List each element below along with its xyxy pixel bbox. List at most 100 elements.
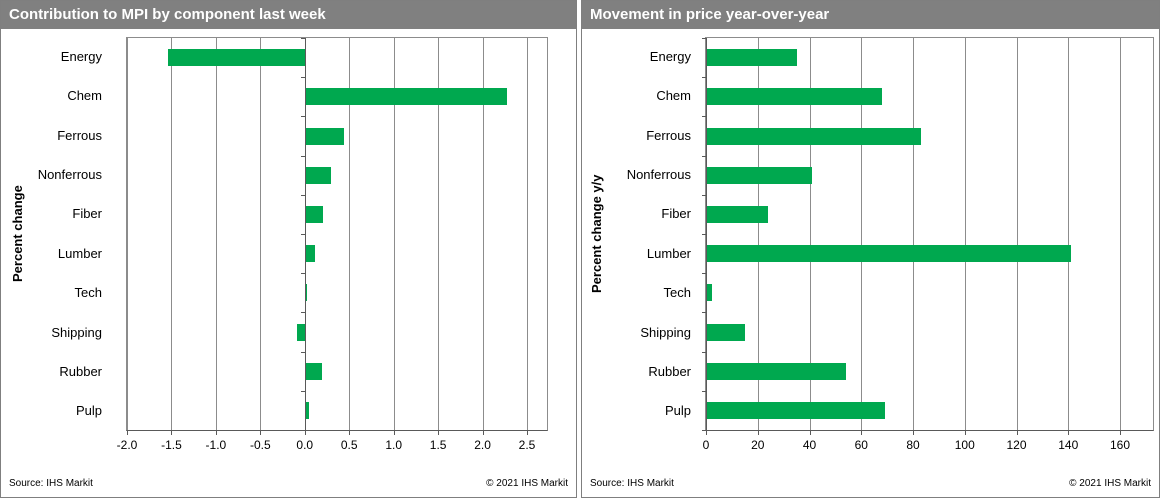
copyright-note: © 2021 IHS Markit: [486, 478, 568, 489]
category-axis-tick: [300, 273, 305, 274]
chart-title: Contribution to MPI by component last we…: [9, 6, 326, 23]
x-tick-label: 140: [1058, 438, 1079, 452]
category-axis-tick: [300, 430, 305, 431]
x-axis-tick: [809, 430, 811, 435]
category-label: Shipping: [51, 324, 102, 340]
category-axis-tick: [300, 234, 305, 235]
category-axis-tick: [300, 312, 305, 313]
category-label: Fiber: [661, 206, 691, 222]
x-tick-label: -1.0: [205, 438, 227, 452]
category-label: Pulp: [664, 403, 691, 419]
category-label: Rubber: [648, 363, 691, 379]
gridline: [215, 38, 217, 430]
gridline: [127, 38, 128, 430]
category-label: Ferrous: [57, 127, 102, 143]
x-axis-tick: [482, 430, 484, 435]
x-tick-label: 1.0: [385, 438, 402, 452]
category-axis-tick: [702, 430, 706, 431]
bar-lumber: [304, 245, 315, 263]
x-tick-label: 80: [906, 438, 920, 452]
category-axis-tick: [702, 234, 706, 235]
x-axis-tick: [861, 430, 863, 435]
category-axis-tick: [702, 391, 706, 392]
x-axis-tick: [757, 430, 759, 435]
category-label: Energy: [60, 48, 102, 64]
x-axis-tick: [260, 430, 262, 435]
x-axis-tick: [1068, 430, 1070, 435]
bar-nonferrous: [706, 166, 813, 184]
x-tick-label: 20: [751, 438, 765, 452]
x-axis-tick: [438, 430, 440, 435]
copyright-note: © 2021 IHS Markit: [1069, 478, 1151, 489]
x-axis-tick: [304, 430, 306, 435]
gridline: [1068, 38, 1070, 430]
category-label: Pulp: [75, 403, 102, 419]
gridline: [527, 38, 528, 430]
category-axis-tick: [300, 352, 305, 353]
gridline: [757, 38, 759, 430]
bar-chem: [304, 88, 508, 106]
gridline: [964, 38, 966, 430]
x-axis-tick: [1120, 430, 1121, 435]
category-label: Tech: [74, 285, 102, 301]
bar-lumber: [706, 245, 1071, 263]
category-label: Tech: [663, 285, 691, 301]
bar-energy: [167, 49, 305, 67]
category-label: Rubber: [59, 363, 102, 379]
x-axis-tick: [706, 430, 707, 435]
bar-rubber: [304, 362, 322, 380]
gridline: [393, 38, 395, 430]
bar-shipping: [706, 323, 745, 341]
category-axis-tick: [702, 352, 706, 353]
bar-energy: [706, 49, 797, 67]
category-label: Nonferrous: [37, 166, 102, 182]
category-axis-tick: [702, 312, 706, 313]
category-axis-tick: [300, 116, 305, 117]
x-axis-tick: [127, 430, 128, 435]
bar-pulp: [304, 401, 310, 419]
panel-price-movement: Movement in price year-over-year Percent…: [581, 0, 1160, 498]
x-tick-label: -1.5: [161, 438, 182, 452]
gridline: [861, 38, 863, 430]
category-label: Nonferrous: [626, 166, 691, 182]
bar-fiber: [706, 205, 769, 223]
x-tick-label: 2.0: [474, 438, 491, 452]
bar-nonferrous: [304, 166, 332, 184]
plot-area: -2.0 -1.5 -1.0 -0.5 0.0 0.5 1.0 1.5 2.0 2.5: [117, 37, 548, 452]
category-label: Chem: [656, 88, 691, 104]
category-label: Fiber: [72, 206, 102, 222]
gridline: [171, 38, 173, 430]
chart-title: Movement in price year-over-year: [590, 6, 830, 23]
gridline: [260, 38, 262, 430]
x-tick-label: 0.0: [296, 438, 314, 452]
category-axis-tick: [300, 195, 305, 196]
category-axis-tick: [702, 116, 706, 117]
gridline: [349, 38, 351, 430]
bar-fiber: [304, 205, 324, 223]
category-label: Lumber: [57, 245, 102, 261]
x-tick-label: 0.5: [340, 438, 358, 452]
category-axis-line: [706, 38, 707, 430]
category-label: Shipping: [640, 324, 691, 340]
x-axis-tick: [171, 430, 173, 435]
x-tick-label: 100: [954, 438, 975, 452]
gridline: [913, 38, 914, 430]
category-axis-tick: [300, 77, 305, 78]
bar-rubber: [706, 362, 846, 380]
source-note: Source: IHS Markit: [9, 478, 93, 489]
x-axis-tick: [913, 430, 914, 435]
x-tick-label: 160: [1109, 438, 1131, 452]
bar-ferrous: [304, 127, 344, 145]
category-axis-tick: [300, 38, 305, 39]
bar-shipping: [296, 323, 305, 341]
x-tick-label: 40: [802, 438, 817, 452]
x-axis-tick: [964, 430, 966, 435]
category-label: Ferrous: [646, 127, 691, 143]
bar-tech: [304, 284, 308, 302]
bar-pulp: [706, 401, 885, 419]
bar-tech: [706, 284, 713, 302]
category-axis-tick: [300, 156, 305, 157]
bar-chem: [706, 88, 882, 106]
chart-title-bar: Contribution to MPI by component last we…: [1, 1, 576, 29]
category-axis-labels: Energy Chem Ferrous Nonferrous Fiber Lumber Te…: [1, 37, 102, 431]
